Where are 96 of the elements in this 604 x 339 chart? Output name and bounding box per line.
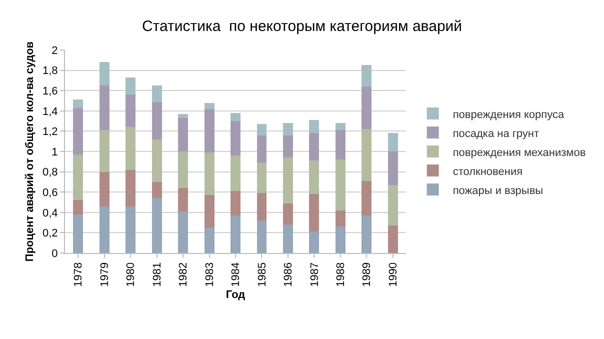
y-tick-label: 0,2 — [42, 228, 58, 240]
bar — [388, 152, 398, 185]
x-tick-label: 1983 — [204, 262, 216, 287]
bar — [282, 203, 293, 225]
bar — [73, 200, 84, 214]
bar — [335, 160, 346, 210]
bar — [178, 211, 188, 253]
bar — [204, 228, 214, 253]
x-axis-title: Год — [226, 288, 246, 301]
x-tick-label: 1987 — [308, 262, 321, 287]
y-tick-label: 1,8 — [42, 65, 58, 78]
chart-title: Статистика по некоторым категориям аварий — [142, 18, 462, 35]
bar — [362, 86, 372, 130]
bar — [256, 135, 267, 163]
x-tick-label: 1986 — [282, 262, 295, 287]
x-tick-label: 1984 — [230, 262, 242, 287]
bar — [126, 94, 136, 128]
bar — [99, 206, 110, 253]
bar — [204, 102, 214, 109]
y-tick-label: 1,2 — [42, 126, 58, 138]
bar — [99, 172, 110, 206]
bar — [178, 114, 188, 118]
legend-label: посадка на грунт — [452, 128, 540, 140]
bar — [362, 215, 372, 253]
bar — [73, 100, 84, 108]
bar — [152, 198, 162, 253]
y-axis-title: Процент аварий от общего кол-ва судов — [24, 41, 36, 262]
bar — [309, 194, 320, 232]
bar — [388, 185, 398, 226]
bar — [309, 133, 320, 161]
bar — [362, 129, 372, 181]
legend-label: повреждения механизмов — [452, 146, 586, 159]
bar — [309, 120, 320, 134]
x-tick-label: 1979 — [98, 262, 111, 287]
bar — [126, 170, 136, 206]
bar — [230, 215, 240, 253]
bar — [256, 220, 267, 253]
bar — [73, 154, 84, 200]
legend-label: столкновения — [452, 166, 523, 178]
bar — [388, 133, 398, 152]
legend-label: пожары и взрывы — [452, 184, 544, 197]
legend-label: повреждения корпуса — [452, 108, 565, 121]
y-tick-label: 0,4 — [42, 207, 58, 220]
bar — [126, 127, 136, 170]
x-tick-label: 1985 — [256, 262, 268, 287]
bar — [362, 65, 372, 87]
bar — [73, 214, 84, 253]
x-tick-label: 1988 — [334, 262, 347, 287]
bar — [282, 224, 293, 253]
bar — [178, 188, 188, 212]
x-tick-label: 1978 — [72, 262, 85, 287]
bar — [204, 108, 214, 153]
bar — [178, 152, 188, 188]
bar — [335, 210, 346, 227]
x-tick-label: 1982 — [178, 262, 190, 287]
bar — [204, 152, 214, 196]
bar — [73, 108, 84, 155]
x-tick-label: 1989 — [361, 262, 374, 287]
y-tick-label: 2 — [52, 44, 58, 57]
bar — [99, 86, 110, 130]
bar — [309, 160, 320, 194]
y-tick-label: 1,4 — [42, 106, 58, 118]
bar — [309, 232, 320, 253]
bar — [152, 102, 162, 140]
bar — [152, 86, 162, 102]
bar — [178, 118, 188, 152]
bar — [282, 135, 293, 158]
bar — [362, 180, 372, 216]
bar — [388, 226, 398, 253]
bar — [335, 226, 346, 253]
bar — [99, 62, 110, 86]
bar — [152, 139, 162, 182]
bar — [230, 156, 240, 192]
bar — [256, 193, 267, 221]
bar — [282, 123, 293, 136]
x-tick-label: 1980 — [125, 262, 138, 287]
bar — [256, 162, 267, 194]
bar — [335, 123, 346, 130]
bar — [126, 206, 136, 253]
bar — [99, 130, 110, 172]
x-tick-label: 1990 — [387, 262, 400, 287]
bar — [230, 112, 240, 122]
bar — [335, 130, 346, 160]
y-tick-label: 0,8 — [42, 166, 58, 179]
y-tick-label: 0 — [52, 248, 58, 260]
bar — [230, 121, 240, 156]
bar — [204, 195, 214, 228]
bar — [282, 158, 293, 204]
bar — [126, 77, 136, 95]
y-tick-label: 1,6 — [42, 85, 58, 98]
y-tick-label: 0,6 — [42, 186, 58, 199]
bar — [230, 191, 240, 216]
x-tick-label: 1981 — [151, 262, 164, 287]
bar — [256, 124, 267, 136]
y-tick-label: 1 — [52, 146, 58, 158]
bar — [152, 182, 162, 198]
